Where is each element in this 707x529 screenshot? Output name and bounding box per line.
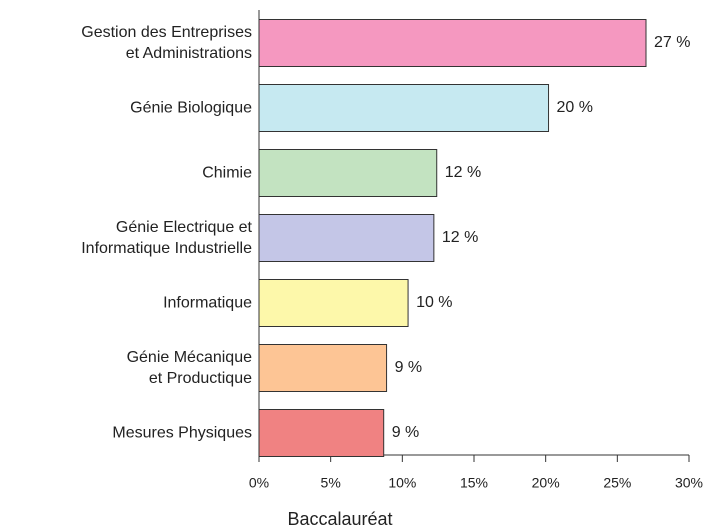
- bar: [258, 149, 438, 197]
- value-label: 10 %: [416, 294, 452, 311]
- value-label: 12 %: [442, 229, 478, 246]
- bar: [258, 214, 435, 262]
- y-tick-label: Génie Biologique: [130, 99, 252, 117]
- value-label: 27 %: [654, 34, 690, 51]
- x-tick-label: 30%: [675, 475, 703, 491]
- value-label: 12 %: [445, 164, 481, 181]
- value-label: 9 %: [392, 424, 420, 441]
- x-tick-label: 0%: [249, 475, 269, 491]
- y-tick-label: Mesures Physiques: [112, 424, 252, 442]
- y-tick-label: Gestion des Entreprises et Administratio…: [81, 24, 252, 62]
- y-tick-label: Informatique: [163, 294, 252, 312]
- x-axis-label: Baccalauréat: [287, 509, 392, 529]
- bar: [258, 84, 550, 132]
- bar: [258, 409, 385, 457]
- bar: [258, 344, 388, 392]
- x-tick-label: 15%: [460, 475, 488, 491]
- x-tick-label: 20%: [532, 475, 560, 491]
- value-label: 9 %: [395, 359, 423, 376]
- bar: [258, 19, 647, 67]
- y-tick-label: Chimie: [202, 164, 252, 182]
- value-label: 20 %: [557, 99, 593, 116]
- bar: [258, 279, 409, 327]
- x-tick-label: 25%: [603, 475, 631, 491]
- x-tick-label: 5%: [321, 475, 341, 491]
- y-tick-label: Génie Electrique et Informatique Industr…: [81, 219, 252, 257]
- y-tick-label: Génie Mécanique et Productique: [126, 349, 252, 387]
- x-tick-label: 10%: [388, 475, 416, 491]
